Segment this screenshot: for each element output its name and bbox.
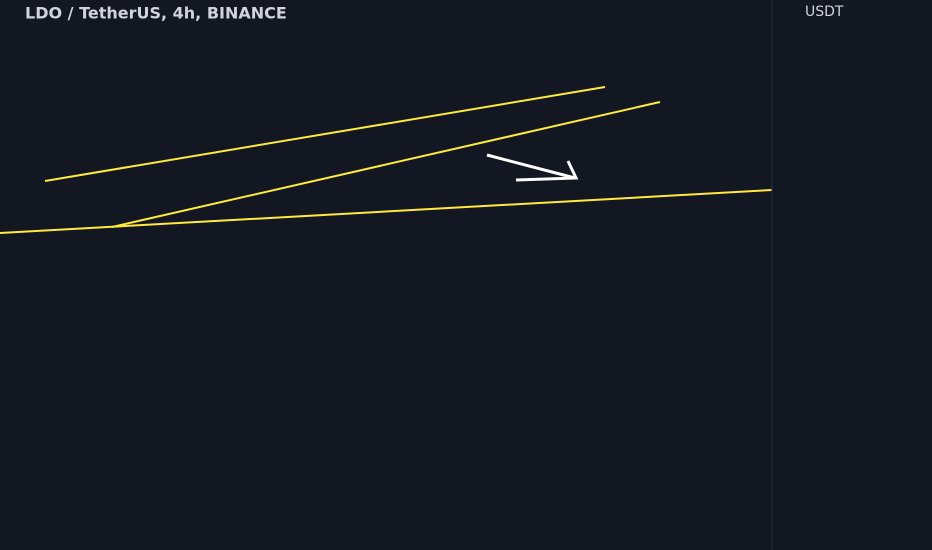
- trendline: [44, 86, 606, 182]
- chart-title: LDO / TetherUS, 4h, BINANCE: [25, 4, 287, 23]
- trendline: [111, 101, 661, 228]
- arrow-head: [515, 160, 579, 182]
- currency: USDT: [805, 4, 844, 20]
- arrow: [486, 153, 576, 180]
- trendline: [0, 189, 773, 234]
